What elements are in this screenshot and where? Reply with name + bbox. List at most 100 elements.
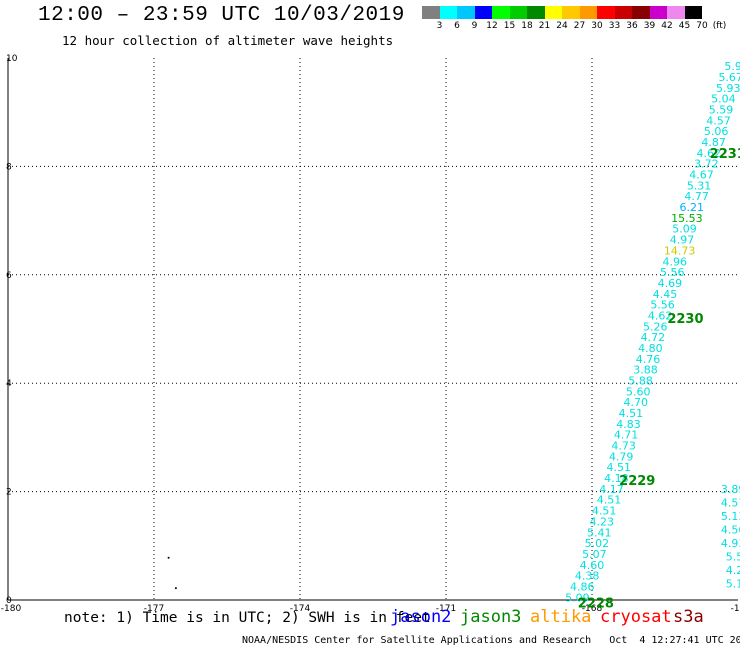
track-dot	[167, 556, 170, 559]
x-tick-label: -177	[144, 604, 164, 614]
satellite-altika: altika	[530, 607, 592, 627]
page-title: 12:00 – 23:59 UTC 10/03/2019	[38, 4, 405, 27]
y-tick-label: 6	[6, 271, 12, 281]
swh-point: 5.04	[711, 93, 736, 106]
y-tick-label: 4	[6, 379, 12, 389]
color-scale-label: 3	[436, 21, 443, 31]
swh-point: 4.18	[604, 472, 629, 485]
color-swatch-7	[544, 6, 562, 19]
x-tick-label: -174	[290, 604, 311, 614]
color-scale-labels: 3 6 9 12 15 18 21 24 27 30 33 36 39 42 45 70 (ft)	[422, 21, 740, 33]
color-swatch-13	[649, 6, 667, 19]
swh-point: 4.72	[641, 331, 666, 344]
swh-point: 4.86	[570, 580, 595, 593]
y-tick-label: 2	[6, 488, 12, 498]
swh-point: 5.59	[709, 103, 734, 116]
swh-point: 4.60	[580, 559, 605, 572]
color-swatch-0	[422, 6, 440, 19]
swh-point: 4.73	[611, 440, 636, 453]
swh-point: 4.83	[616, 418, 641, 431]
swh-point: 5.14	[726, 578, 740, 591]
swh-point: 4.97	[670, 234, 695, 247]
x-tick-label: -16	[731, 604, 740, 614]
satellite-cryosat: cryosat	[600, 607, 672, 627]
track-time-label: 2230	[667, 312, 703, 327]
color-scale-label: 24	[556, 21, 568, 31]
swh-point: 4.51	[597, 494, 622, 507]
swh-point: 5.88	[628, 374, 653, 387]
swh-point: 15.53	[671, 212, 703, 225]
swh-point: 3.72	[694, 158, 719, 171]
color-scale-label: 18	[521, 21, 533, 31]
color-swatch-2	[457, 6, 475, 19]
swh-point: 5.67	[718, 71, 740, 84]
color-scale-label: (ft)	[712, 21, 727, 31]
track-time-label: 2228	[578, 597, 614, 612]
y-tick-label: 0	[6, 596, 12, 606]
swh-point: 5.41	[587, 526, 612, 539]
swh-point: 4.38	[575, 570, 600, 583]
color-scale-label: 70	[696, 21, 708, 31]
color-swatch-4	[492, 6, 510, 19]
swh-point: 4.69	[658, 277, 683, 290]
swh-point: 4.45	[653, 288, 678, 301]
swh-point: 4.79	[609, 450, 634, 463]
swh-point: 5.31	[687, 179, 712, 192]
y-tick-label: 10	[6, 54, 18, 64]
color-scale-label: 12	[486, 21, 498, 31]
swh-point: 5.56	[650, 299, 675, 312]
credit-line: NOAA/NESDIS Center for Satellite Applica…	[242, 635, 740, 646]
color-swatch-12	[632, 6, 650, 19]
color-scale-label: 6	[454, 21, 460, 31]
track-dot	[174, 587, 177, 590]
page-subtitle: 12 hour collection of altimeter wave hei…	[62, 33, 394, 48]
swh-point: 4.57	[706, 114, 731, 127]
swh-point: 5.02	[585, 537, 610, 550]
color-scale-label: 45	[678, 21, 691, 31]
color-scale-bar	[422, 6, 702, 19]
color-swatch-10	[597, 6, 615, 19]
track-time-label: 2229	[619, 474, 655, 489]
swh-point: 5.56	[660, 266, 685, 279]
color-swatch-3	[474, 6, 492, 19]
swh-point: 4.62	[697, 147, 722, 160]
color-swatch-5	[509, 6, 527, 19]
track-time-label: 2231	[710, 147, 740, 162]
color-swatch-8	[562, 6, 580, 19]
swh-point: 4.23	[589, 515, 614, 528]
swh-point: 5.09	[565, 591, 590, 604]
color-swatch-11	[614, 6, 632, 19]
swh-point: 5.06	[704, 125, 729, 138]
swh-point: 4.96	[662, 255, 687, 268]
swh-point: 5.13	[721, 510, 740, 523]
color-swatch-9	[579, 6, 597, 19]
color-scale-label: 27	[573, 21, 586, 31]
color-scale-label: 21	[538, 21, 551, 31]
swh-point: 4.51	[592, 505, 617, 518]
color-scale-label: 36	[626, 21, 638, 31]
x-tick-label: -180	[1, 604, 22, 614]
satellite-s3a: s3a	[673, 607, 704, 627]
swh-point: 5.26	[643, 320, 668, 333]
swh-point: 4.76	[636, 353, 661, 366]
color-swatch-15	[684, 6, 702, 19]
color-scale-label: 30	[591, 21, 603, 31]
swh-point: 4.67	[689, 169, 714, 182]
swh-point: 4.80	[638, 342, 663, 355]
footer-note: note: 1) Time is in UTC; 2) SWH is in fe…	[64, 610, 431, 626]
swh-point: 4.62	[648, 309, 673, 322]
swh-point: 6.21	[680, 201, 705, 214]
swh-point: 4.56	[721, 524, 740, 537]
swh-point: 4.17	[599, 483, 624, 496]
x-tick-label: -168	[582, 604, 603, 614]
swh-point: 5.93	[716, 82, 740, 95]
swh-point: 4.51	[619, 407, 644, 420]
swh-point: 3.88	[633, 364, 658, 377]
swh-point: 5.09	[672, 223, 697, 236]
swh-point: 4.51	[607, 461, 632, 474]
color-scale-label: 9	[471, 21, 478, 31]
satellite-jason3: jason3	[460, 607, 522, 627]
swh-point: 5.60	[626, 385, 651, 398]
